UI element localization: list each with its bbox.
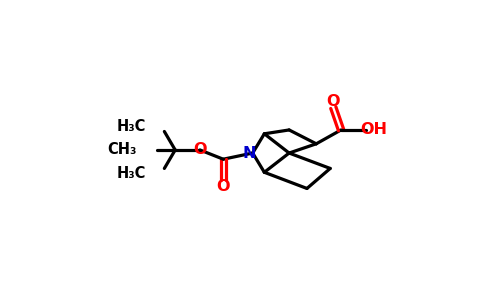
Text: H₃C: H₃C <box>116 118 146 134</box>
Text: O: O <box>216 179 230 194</box>
Text: N: N <box>243 146 257 160</box>
Text: O: O <box>327 94 340 109</box>
Text: CH₃: CH₃ <box>107 142 136 158</box>
Text: O: O <box>193 142 207 157</box>
Text: OH: OH <box>360 122 387 137</box>
Text: H₃C: H₃C <box>116 166 146 181</box>
